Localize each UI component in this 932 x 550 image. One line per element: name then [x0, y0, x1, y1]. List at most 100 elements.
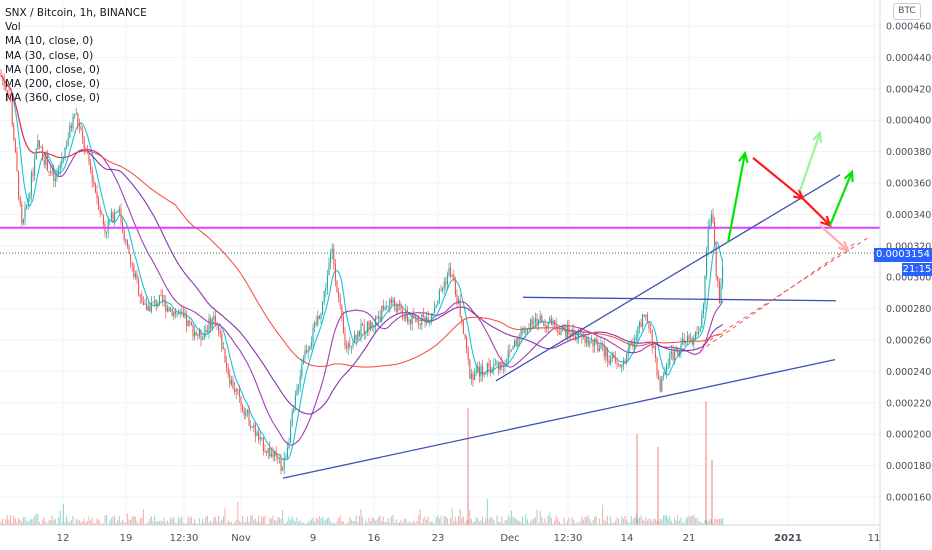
volume-bar — [24, 517, 26, 525]
candle-body — [653, 345, 655, 348]
indicator-ma10[interactable]: MA (10, close, 0) — [5, 35, 94, 48]
scale-currency-button[interactable]: BTC — [893, 3, 921, 20]
candle-body — [43, 159, 45, 165]
volume-bar — [480, 520, 482, 525]
volume-bar — [2, 518, 4, 525]
volume-bar — [347, 522, 349, 525]
candle-body — [232, 379, 234, 389]
volume-bar — [629, 523, 631, 525]
time-tick-label: 11 — [868, 533, 881, 544]
candle-body — [709, 224, 711, 227]
volume-bar — [349, 517, 351, 525]
candle-body — [123, 230, 125, 241]
volume-bar — [430, 521, 432, 525]
candle-body — [288, 442, 290, 448]
candle-body — [54, 178, 56, 181]
volume-bar — [651, 521, 653, 525]
volume-bar — [184, 523, 186, 525]
candle-body — [563, 326, 565, 330]
volume-bar — [432, 521, 434, 525]
candle-body — [531, 319, 533, 325]
candle-body — [309, 346, 311, 350]
volume-bar — [294, 521, 296, 525]
volume-bar — [126, 513, 128, 525]
volume-bar — [501, 516, 503, 525]
candle-body — [459, 299, 461, 317]
volume-bar — [242, 515, 244, 525]
candle-body — [627, 348, 629, 355]
volume-bar — [686, 516, 688, 525]
volume-bar — [130, 520, 132, 525]
volume-bar — [461, 517, 463, 525]
candle-body — [603, 344, 605, 357]
volume-bar — [78, 520, 80, 525]
volume-bar — [534, 517, 536, 525]
indicator-ma200[interactable]: MA (200, close, 0) — [5, 78, 100, 91]
candle-body — [165, 300, 167, 312]
candle-body — [675, 347, 677, 352]
volume-bar — [694, 518, 696, 525]
candle-body — [722, 265, 724, 285]
candle-body — [93, 181, 95, 184]
candle-body — [29, 194, 31, 199]
volume-bar — [138, 523, 140, 525]
candle-body — [461, 316, 463, 322]
candle-body — [243, 409, 245, 416]
volume-bar — [573, 519, 575, 525]
candle-body — [643, 314, 645, 317]
volume-bar — [336, 521, 338, 525]
symbol-title[interactable]: SNX / Bitcoin, 1h, BINANCE — [5, 7, 147, 19]
indicator-ma360[interactable]: MA (360, close, 0) — [5, 92, 100, 105]
indicator-ma30[interactable]: MA (30, close, 0) — [5, 49, 94, 62]
time-tick-label: 12:30 — [554, 533, 583, 544]
volume-bar — [154, 515, 156, 525]
moving-averages — [0, 75, 724, 461]
volume-bar — [278, 517, 280, 525]
time-tick-label: 9 — [310, 533, 316, 544]
volume-bar — [666, 515, 668, 525]
indicator-vol[interactable]: Vol — [5, 21, 21, 34]
volume-bar — [5, 518, 7, 525]
candle-body — [590, 339, 592, 341]
volume-bar — [158, 521, 160, 525]
volume-bar — [248, 521, 250, 525]
candle-body — [504, 364, 506, 368]
indicator-ma100[interactable]: MA (100, close, 0) — [5, 63, 100, 76]
volume-bar — [219, 521, 221, 525]
candle-body — [474, 374, 476, 380]
volume-bar — [139, 518, 141, 525]
candle-body — [512, 346, 514, 350]
candle-body — [336, 281, 338, 293]
volume-bar — [456, 520, 458, 525]
trendline-0 — [282, 358, 836, 479]
volume-bar — [493, 520, 495, 525]
candle-body — [371, 322, 373, 327]
volume-bar — [704, 520, 706, 525]
volume-bar — [290, 519, 292, 525]
volume-bar — [624, 515, 626, 525]
projection-arrow-head-4 — [812, 130, 823, 143]
volume-bar — [674, 517, 676, 525]
candle-body — [286, 447, 288, 458]
volume-bar — [594, 516, 596, 525]
volume-bar — [82, 521, 84, 525]
time-tick-label: 12:30 — [170, 533, 199, 544]
candle-body — [203, 332, 205, 340]
candle-body — [162, 295, 164, 303]
candle-body — [546, 325, 548, 328]
candle-body — [672, 351, 674, 360]
candle-body — [602, 343, 604, 345]
volume-bar — [602, 504, 604, 525]
volume-bar — [539, 510, 541, 525]
volume-bar — [701, 522, 703, 525]
volume-bar — [120, 521, 122, 525]
volume-bar — [306, 523, 308, 525]
candle-body — [174, 311, 176, 315]
candle-body — [418, 321, 420, 325]
candle-body — [173, 311, 175, 317]
candle-body — [267, 448, 269, 453]
candle-body — [630, 341, 632, 344]
candle-body — [451, 274, 453, 277]
